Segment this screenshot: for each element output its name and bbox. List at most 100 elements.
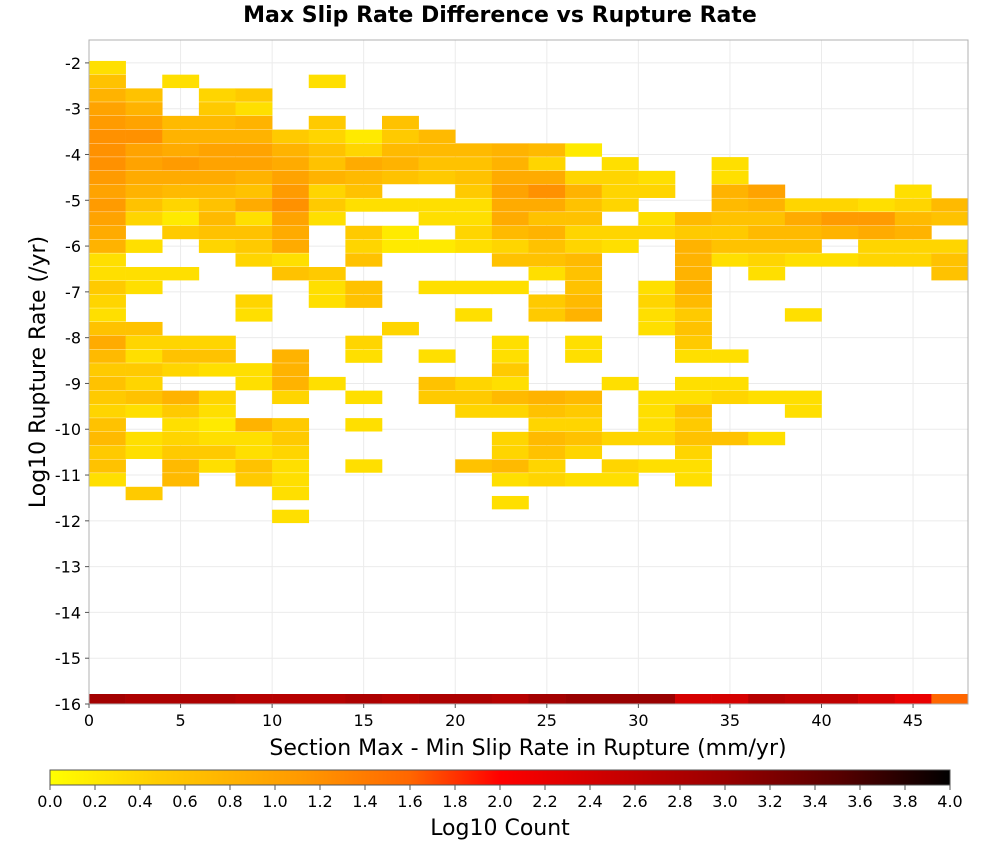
heatmap-cell [198,431,236,446]
y-tick-label: -10 [55,420,81,439]
x-tick-label: 25 [537,711,557,730]
heatmap-cell [198,225,236,240]
heatmap-cell [565,212,603,226]
heatmap-cell [89,376,126,391]
colorbar-tick-label: 2.8 [667,792,692,811]
heatmap-cell [308,294,346,308]
heatmap-cell [272,431,310,446]
y-axis-ticks: -2 -3 -4 -5 -6 -7 -8 -9 -10 -11 -12 -13 -14 -15 -16 [55,54,89,714]
heatmap-cell [272,266,310,281]
heatmap-cell [308,115,346,130]
heatmap-cell [491,431,529,446]
heatmap-cell [711,170,749,185]
heatmap-cell [235,198,273,212]
heatmap-cell [711,376,749,391]
heatmap-cell [272,349,310,363]
heatmap-cell [638,459,676,473]
heatmap-cell [235,694,273,704]
heatmap-cell [89,308,126,322]
colorbar-tick-label: 3.0 [712,792,737,811]
heatmap-cell [345,239,383,253]
colorbar-tick-label: 3.6 [847,792,872,811]
heatmap-cell [125,321,163,336]
heatmap-cell [455,404,493,418]
heatmap-cell [89,404,126,418]
heatmap-cell [711,212,749,226]
heatmap-cell [89,418,126,432]
colorbar-label: Log10 Count [430,816,570,841]
heatmap-cell [528,431,566,446]
heatmap-cell [162,445,200,459]
heatmap-cell [162,143,200,157]
heatmap-cell [382,239,419,253]
heatmap-cell [528,253,566,267]
heatmap-cell [528,184,566,198]
y-tick-label: -13 [55,558,81,577]
heatmap-cell [272,376,310,391]
heatmap-cell [382,143,419,157]
heatmap-cell [272,129,310,144]
heatmap-cell [308,376,346,391]
heatmap-cell [675,376,712,391]
heatmap-cell [748,225,786,240]
heatmap-cell [528,225,566,240]
heatmap-cell [931,253,969,267]
heatmap-cell [89,225,126,240]
heatmap-cell [528,157,566,171]
x-tick-label: 5 [175,711,185,730]
heatmap-cell [345,253,383,267]
heatmap-cell [125,129,163,144]
heatmap-cell [345,418,383,432]
heatmap-cell [491,335,529,350]
heatmap-cell [235,294,273,308]
heatmap-cell [894,253,932,267]
heatmap-cell [748,239,786,253]
heatmap-cell [565,280,603,295]
heatmap-cell [565,170,603,185]
heatmap-cell [125,184,163,198]
heatmap-cell [418,390,456,405]
y-tick-label: -4 [65,145,81,164]
heatmap-cell [528,445,566,459]
heatmap-cell [601,431,639,446]
heatmap-cell [638,418,676,432]
heatmap-cell [675,280,712,295]
heatmap-cell [565,473,603,487]
heatmap-cell [528,418,566,432]
heatmap-cell [748,212,786,226]
heatmap-cell [345,390,383,405]
heatmap-cell [162,266,200,281]
y-tick-label: -8 [65,329,81,348]
chart-title: Max Slip Rate Difference vs Rupture Rate [243,3,757,28]
heatmap-cell [418,157,456,171]
y-tick-label: -2 [65,54,81,73]
heatmap-cell [125,376,163,391]
heatmap-cell [235,102,273,116]
heatmap-cell [345,170,383,185]
heatmap-cell [235,431,273,446]
heatmap-cell [89,115,126,130]
heatmap-cell [272,225,310,240]
heatmap-cell [345,335,383,350]
heatmap-cell [565,266,603,281]
heatmap-cell [675,266,712,281]
heatmap-cell [711,349,749,363]
x-tick-label: 0 [84,711,94,730]
heatmap-cell [638,294,676,308]
colorbar: 0.0 0.2 0.4 0.6 0.8 1.0 1.2 1.4 1.6 1.8 2.0 2.2 2.4 2… [37,769,963,841]
x-tick-label: 40 [811,711,831,730]
heatmap-cell [125,143,163,157]
heatmap-cell [125,102,163,116]
plot-area [88,39,969,705]
heatmap-cell [931,212,969,226]
heatmap-cell [784,694,822,704]
heatmap-cell [601,170,639,185]
colorbar-tick-label: 2.2 [532,792,557,811]
colorbar-tick-label: 1.4 [352,792,377,811]
heatmap-cell [528,266,566,281]
heatmap-cell [675,418,712,432]
heatmap-cell [565,418,603,432]
y-tick-label: -15 [55,649,81,668]
colorbar-tick-label: 3.4 [802,792,827,811]
heatmap-cell [198,335,236,350]
